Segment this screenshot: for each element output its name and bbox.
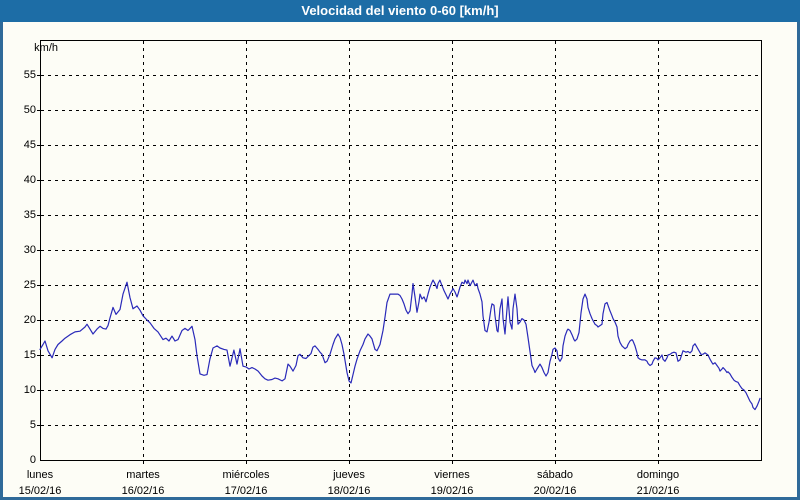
x-day-name-label: miércoles [222,469,270,481]
chart-title-bar: Velocidad del viento 0-60 [km/h] [0,0,800,22]
y-tick-label: 40 [23,174,36,186]
x-date-label: 17/02/16 [224,485,268,497]
x-date-label: 18/02/16 [327,485,371,497]
x-date-label: 16/02/16 [121,485,165,497]
x-date-label: 19/02/16 [430,485,474,497]
plot-border [40,40,762,461]
x-day-name-label: viernes [434,469,470,481]
chart-title: Velocidad del viento 0-60 [km/h] [301,3,499,18]
y-tick-label: 55 [23,69,36,81]
y-tick-label: 35 [23,209,36,221]
chart-canvas-background [3,22,797,497]
y-tick-label: 20 [23,314,36,326]
x-date-label: 20/02/16 [533,485,577,497]
y-tick-label: 30 [23,244,36,256]
x-day-name-label: martes [126,469,160,481]
x-day-name-label: lunes [26,469,54,481]
y-tick-label: 50 [23,104,36,116]
x-date-label: 21/02/16 [636,485,680,497]
x-day-name-label: jueves [333,469,365,481]
y-tick-label: 25 [23,279,36,291]
y-tick-label: 10 [23,384,36,396]
y-tick-label: 45 [23,139,36,151]
wind-speed-series-line [39,279,761,411]
y-axis-unit-label: km/h [34,42,58,54]
x-day-name-label: domingo [636,469,680,481]
x-day-name-label: sábado [536,469,574,481]
y-tick-label: 5 [29,419,36,431]
y-tick-label: 0 [29,454,36,466]
x-date-label: 15/02/16 [18,485,62,497]
y-tick-label: 15 [23,349,36,361]
